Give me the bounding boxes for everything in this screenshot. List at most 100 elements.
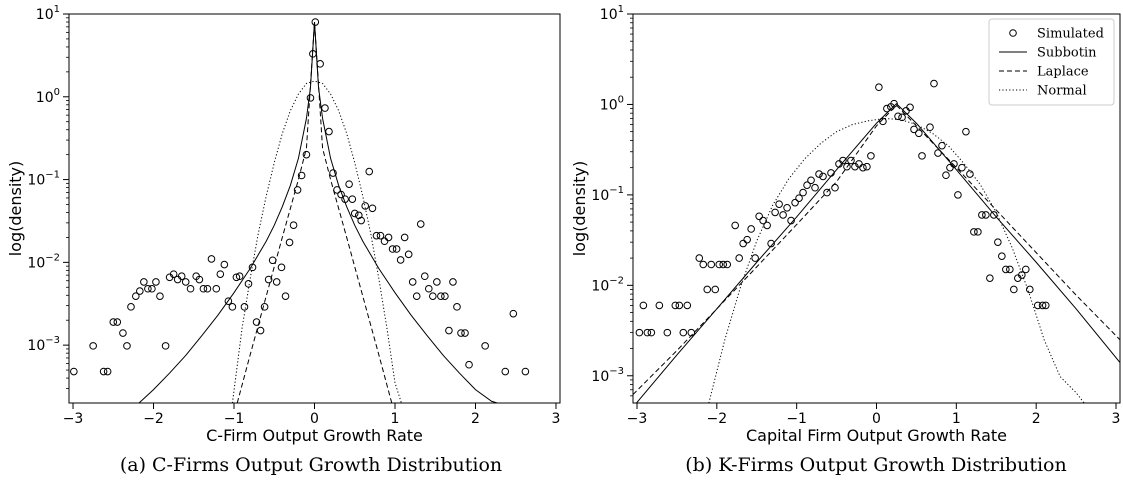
data-point: [144, 284, 152, 293]
data-point: [719, 260, 728, 269]
data-point: [244, 280, 253, 288]
data-point: [1006, 265, 1014, 274]
data-point: [739, 239, 747, 248]
data-point: [795, 194, 803, 202]
data-point: [345, 180, 353, 188]
data-point: [918, 152, 926, 160]
data-point: [388, 245, 397, 253]
data-point: [982, 211, 990, 219]
x-axis-label: C-Firm Output Growth Rate: [206, 426, 423, 445]
data-point: [723, 260, 732, 269]
data-point: [755, 212, 763, 221]
data-point: [195, 275, 204, 284]
legend-label: Normal: [1037, 84, 1087, 99]
data-point: [293, 186, 302, 194]
x-tick-label: 0: [310, 411, 319, 427]
data-point: [357, 216, 365, 225]
data-point: [392, 245, 401, 253]
data-point: [655, 301, 664, 310]
data-point: [169, 270, 178, 278]
data-point: [365, 167, 374, 176]
y-tick-label: 10−3: [27, 335, 60, 354]
data-point: [707, 260, 716, 269]
panel-b: 10−3 10−2 10−1 100 101 −3 −2 −1 0 1 2 3 Capital Firm…: [570, 4, 1121, 476]
data-point: [441, 292, 449, 301]
data-point: [316, 60, 324, 68]
series-line-dashed: [633, 104, 1120, 395]
data-point: [994, 238, 1002, 246]
data-point: [639, 301, 648, 310]
data-point: [771, 208, 779, 217]
x-tick-label: −1: [786, 411, 807, 427]
data-point: [1002, 265, 1010, 274]
data-point: [966, 170, 974, 178]
data-point: [695, 254, 704, 262]
data-point: [199, 284, 208, 293]
data-point: [400, 233, 409, 242]
panel-a: 10−3 10−2 10−1 100 101 −3 −2 −1 0 1 2 3 C-Firm Outpu…: [6, 4, 561, 476]
data-point: [256, 326, 265, 335]
data-point: [647, 328, 656, 337]
data-point: [127, 303, 135, 311]
data-point: [894, 112, 902, 121]
data-point: [412, 292, 421, 301]
data-point: [380, 237, 389, 246]
x-axis-label: Capital Firm Output Growth Rate: [746, 426, 1007, 445]
data-point: [811, 183, 819, 192]
data-point: [683, 301, 692, 310]
data-point: [368, 204, 377, 213]
data-point: [350, 209, 359, 218]
series-line-solid: [138, 21, 498, 403]
data-point: [875, 83, 883, 92]
data-point: [203, 284, 212, 293]
data-point: [1025, 285, 1034, 294]
x-tick-label: 2: [471, 411, 480, 427]
data-point: [643, 328, 652, 337]
data-point: [232, 273, 241, 282]
data-point: [240, 303, 249, 311]
legend-box: [988, 18, 1115, 106]
data-point: [663, 328, 672, 337]
y-tick-label: 101: [600, 4, 624, 23]
data-point: [926, 123, 934, 132]
data-point: [177, 272, 186, 281]
data-point: [235, 272, 244, 281]
data-point: [1010, 285, 1018, 294]
data-point: [453, 303, 461, 311]
data-point: [220, 260, 229, 269]
legend-label: Subbotin: [1037, 46, 1097, 61]
x-tick-label: −2: [707, 411, 728, 427]
data-point: [635, 328, 644, 337]
data-point: [445, 326, 453, 335]
y-tick-label: 100: [36, 87, 60, 106]
data-point: [404, 250, 413, 259]
data-point: [759, 216, 767, 225]
data-point: [815, 170, 823, 178]
data-point: [970, 228, 978, 236]
data-point: [449, 278, 457, 286]
y-tick-label: 101: [36, 4, 60, 23]
data-point: [962, 127, 970, 136]
data-point: [731, 221, 739, 230]
y-tick-label: 10−1: [27, 170, 60, 189]
x-tick-label: 0: [872, 411, 881, 427]
y-tick-label: 10−2: [27, 252, 60, 271]
y-tick-label: 10−1: [591, 185, 624, 204]
x-tick-label: −3: [627, 411, 648, 427]
data-point: [1038, 301, 1047, 310]
data-point: [302, 150, 311, 159]
data-point: [799, 188, 807, 197]
data-point: [481, 342, 489, 350]
x-tick-label: 1: [952, 411, 961, 427]
data-point: [906, 103, 914, 112]
data-point: [89, 342, 97, 350]
data-point: [297, 171, 306, 180]
data-point: [429, 292, 437, 301]
data-point: [671, 301, 680, 310]
data-point: [863, 162, 871, 171]
data-point: [109, 318, 118, 326]
data-point: [879, 117, 887, 126]
data-point: [763, 221, 771, 230]
data-point: [803, 181, 811, 189]
